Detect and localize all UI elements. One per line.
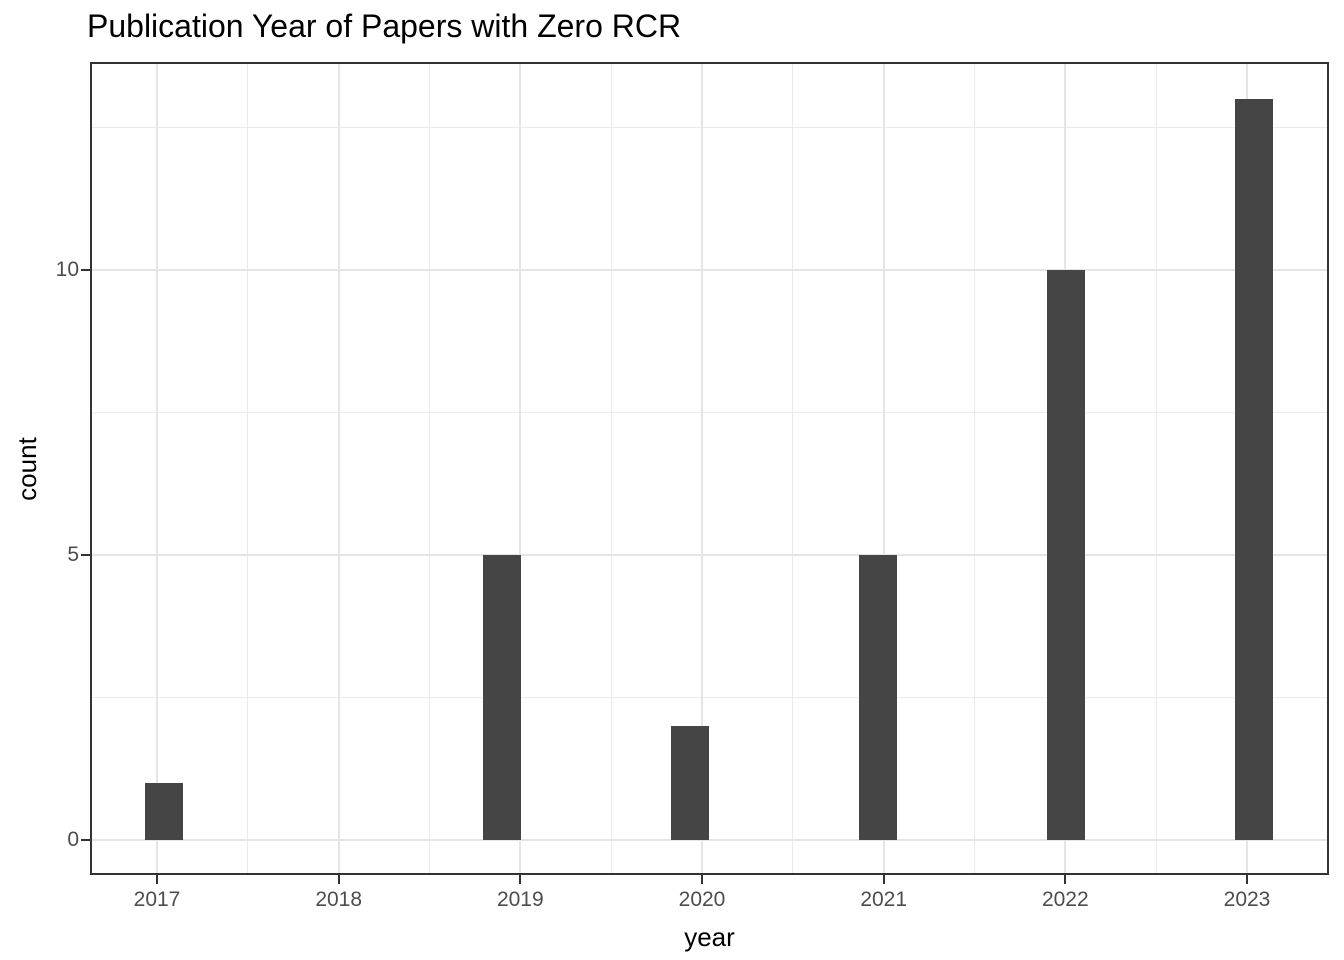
x-tick-mark-2017 <box>156 875 158 884</box>
x-tick-mark-2019 <box>519 875 522 884</box>
plot-panel <box>90 62 1329 875</box>
gridline-minor-vertical <box>247 64 249 873</box>
chart-title: Publication Year of Papers with Zero RCR <box>87 8 682 44</box>
x-tick-label-2021: 2021 <box>860 888 908 911</box>
gridline-major-vertical <box>701 64 703 873</box>
gridline-major-horizontal <box>92 554 1327 556</box>
x-axis-title: year <box>684 922 735 952</box>
bar-2020 <box>671 726 709 840</box>
gridline-minor-horizontal <box>92 127 1327 128</box>
x-tick-label-2018: 2018 <box>315 888 363 911</box>
x-tick-label-2019: 2019 <box>496 888 544 911</box>
x-tick-mark-2020 <box>701 875 703 884</box>
gridline-minor-vertical <box>610 64 612 873</box>
bar-2023 <box>1235 99 1273 840</box>
gridline-major-vertical <box>882 64 885 873</box>
gridline-major-vertical <box>519 64 522 873</box>
x-tick-label-2017: 2017 <box>133 888 181 911</box>
gridline-major-vertical <box>156 64 158 873</box>
bar-2022 <box>1047 270 1085 840</box>
y-tick-label-10: 10 <box>55 258 79 281</box>
gridline-major-vertical <box>337 64 340 873</box>
y-tick-label-5: 5 <box>67 543 79 566</box>
x-tick-mark-2023 <box>1246 875 1248 884</box>
gridline-minor-vertical <box>1155 64 1157 873</box>
y-tick-mark-10 <box>81 269 90 271</box>
gridline-minor-vertical <box>429 64 430 873</box>
gridline-minor-horizontal <box>92 697 1327 698</box>
x-tick-label-2022: 2022 <box>1041 888 1089 911</box>
y-tick-mark-5 <box>81 554 90 556</box>
gridline-major-horizontal <box>92 269 1327 271</box>
gridline-minor-vertical <box>792 64 794 873</box>
y-tick-label-0: 0 <box>67 828 79 851</box>
bar-2017 <box>145 783 183 840</box>
bar-2019 <box>483 555 521 840</box>
x-tick-label-2023: 2023 <box>1223 888 1271 911</box>
gridline-major-horizontal <box>92 839 1327 841</box>
gridline-minor-horizontal <box>92 412 1327 413</box>
x-tick-mark-2021 <box>882 875 885 884</box>
y-tick-mark-0 <box>81 839 90 841</box>
x-tick-mark-2022 <box>1064 875 1067 884</box>
x-tick-label-2020: 2020 <box>678 888 726 911</box>
gridline-minor-vertical <box>974 64 975 873</box>
bar-2021 <box>859 555 897 840</box>
x-tick-mark-2018 <box>337 875 340 884</box>
